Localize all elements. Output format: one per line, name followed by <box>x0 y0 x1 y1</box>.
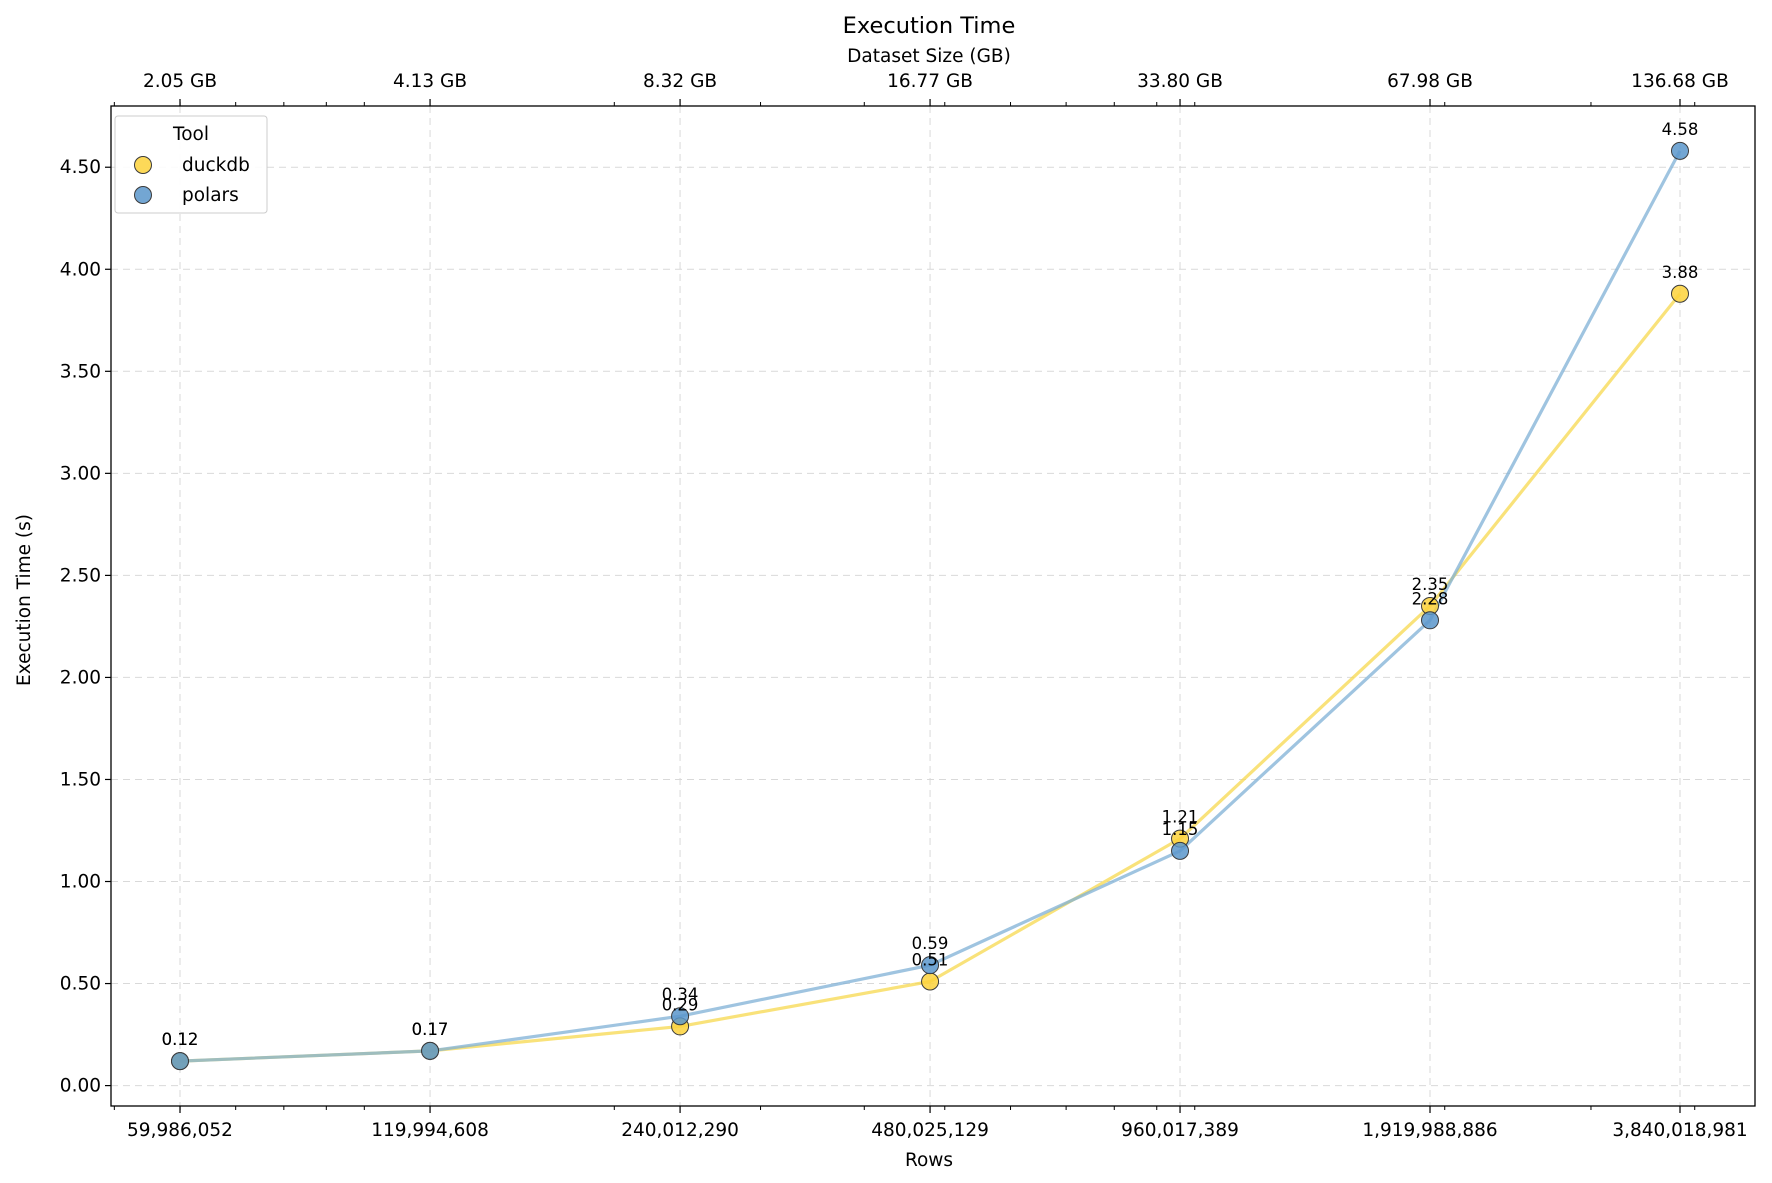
y-tick-label: 4.50 <box>60 157 101 178</box>
x-tick-label: 119,994,608 <box>371 1120 489 1141</box>
top-x-tick-label: 16.77 GB <box>887 71 973 92</box>
data-label-duckdb: 0.12 <box>162 1030 199 1049</box>
x-tick-label: 1,919,988,886 <box>1362 1120 1497 1141</box>
legend-title: Tool <box>172 124 209 145</box>
data-label-polars: 4.58 <box>1662 120 1699 139</box>
data-label-polars: 2.28 <box>1412 589 1449 608</box>
x-tick-label: 480,025,129 <box>871 1120 989 1141</box>
top-x-tick-label: 67.98 GB <box>1387 71 1473 92</box>
grid <box>111 106 1755 1106</box>
y-tick-label: 2.50 <box>60 565 101 586</box>
data-label-duckdb: 0.17 <box>412 1020 449 1039</box>
data-label-duckdb: 0.29 <box>662 995 699 1014</box>
data-point-polars <box>171 1052 189 1071</box>
chart-title: Execution Time <box>843 13 1016 39</box>
x-tick-label: 3,840,018,981 <box>1612 1120 1747 1141</box>
legend-label-duckdb: duckdb <box>182 155 250 176</box>
y-tick-label: 0.50 <box>60 974 101 995</box>
data-point-polars <box>1171 841 1190 860</box>
data-point-polars <box>421 1041 440 1060</box>
legend-box <box>114 115 268 214</box>
x-tick-label: 240,012,290 <box>621 1120 739 1141</box>
data-label-duckdb: 3.88 <box>1662 263 1699 282</box>
legend-marker-polars <box>134 186 152 204</box>
data-point-polars <box>921 956 940 975</box>
data-label-polars: 0.17 <box>412 1020 449 1039</box>
data-point-duckdb <box>921 972 940 991</box>
y-tick-label: 4.00 <box>60 259 101 280</box>
y-tick-label: 2.00 <box>60 667 101 688</box>
y-tick-label: 0.00 <box>60 1076 101 1097</box>
y-tick-label: 1.50 <box>60 769 101 790</box>
top-x-tick-label: 136.68 GB <box>1631 71 1729 92</box>
data-label-duckdb: 1.21 <box>1162 808 1199 827</box>
data-label-duckdb: 2.35 <box>1412 575 1449 594</box>
y-axis-label: Execution Time (s) <box>14 514 35 686</box>
series <box>171 141 1689 1071</box>
top-x-axis-label: Dataset Size (GB) <box>847 46 1011 67</box>
x-tick-label: 59,986,052 <box>127 1120 233 1141</box>
data-point-polars <box>1671 141 1689 160</box>
axes: 0.00 0.50 1.00 1.50 2.00 2.50 3.00 3.50 4.00 4.50… <box>60 71 1756 1141</box>
top-x-tick-label: 33.80 GB <box>1137 71 1223 92</box>
x-axis-label: Rows <box>905 1150 953 1171</box>
data-label-polars: 0.59 <box>912 934 949 953</box>
data-label-polars: 1.15 <box>1162 820 1199 839</box>
data-label-polars: 0.34 <box>662 985 699 1004</box>
data-labels: 0.120.170.290.511.212.353.880.120.170.34… <box>162 120 1699 1049</box>
y-tick-label: 3.00 <box>60 463 101 484</box>
data-point-polars <box>1421 611 1440 630</box>
data-label-duckdb: 0.51 <box>912 951 949 970</box>
top-x-tick-label: 4.13 GB <box>393 71 467 92</box>
top-x-tick-label: 2.05 GB <box>143 71 217 92</box>
plot-frame <box>110 105 1756 1107</box>
y-tick-label: 3.50 <box>60 361 101 382</box>
data-point-polars <box>671 1007 690 1026</box>
y-tick-label: 1.00 <box>60 872 101 893</box>
legend-label-polars: polars <box>182 185 239 206</box>
data-label-polars: 0.12 <box>162 1030 199 1049</box>
top-x-tick-label: 8.32 GB <box>643 71 717 92</box>
x-tick-label: 960,017,389 <box>1121 1120 1239 1141</box>
data-point-duckdb <box>1671 284 1689 303</box>
legend: Tool duckdb polars <box>114 115 268 214</box>
legend-marker-duckdb <box>134 156 152 174</box>
